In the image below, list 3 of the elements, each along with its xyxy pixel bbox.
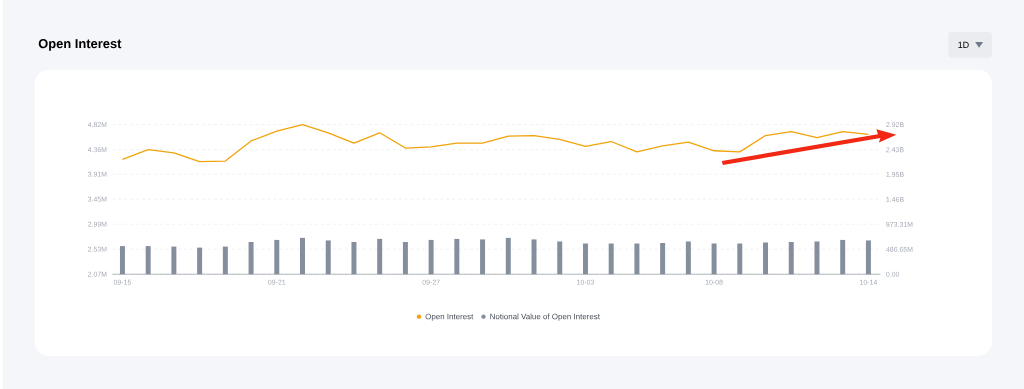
chart-title: Open Interest [38, 39, 122, 51]
line-series [121, 124, 870, 163]
text: 1D [958, 41, 969, 48]
